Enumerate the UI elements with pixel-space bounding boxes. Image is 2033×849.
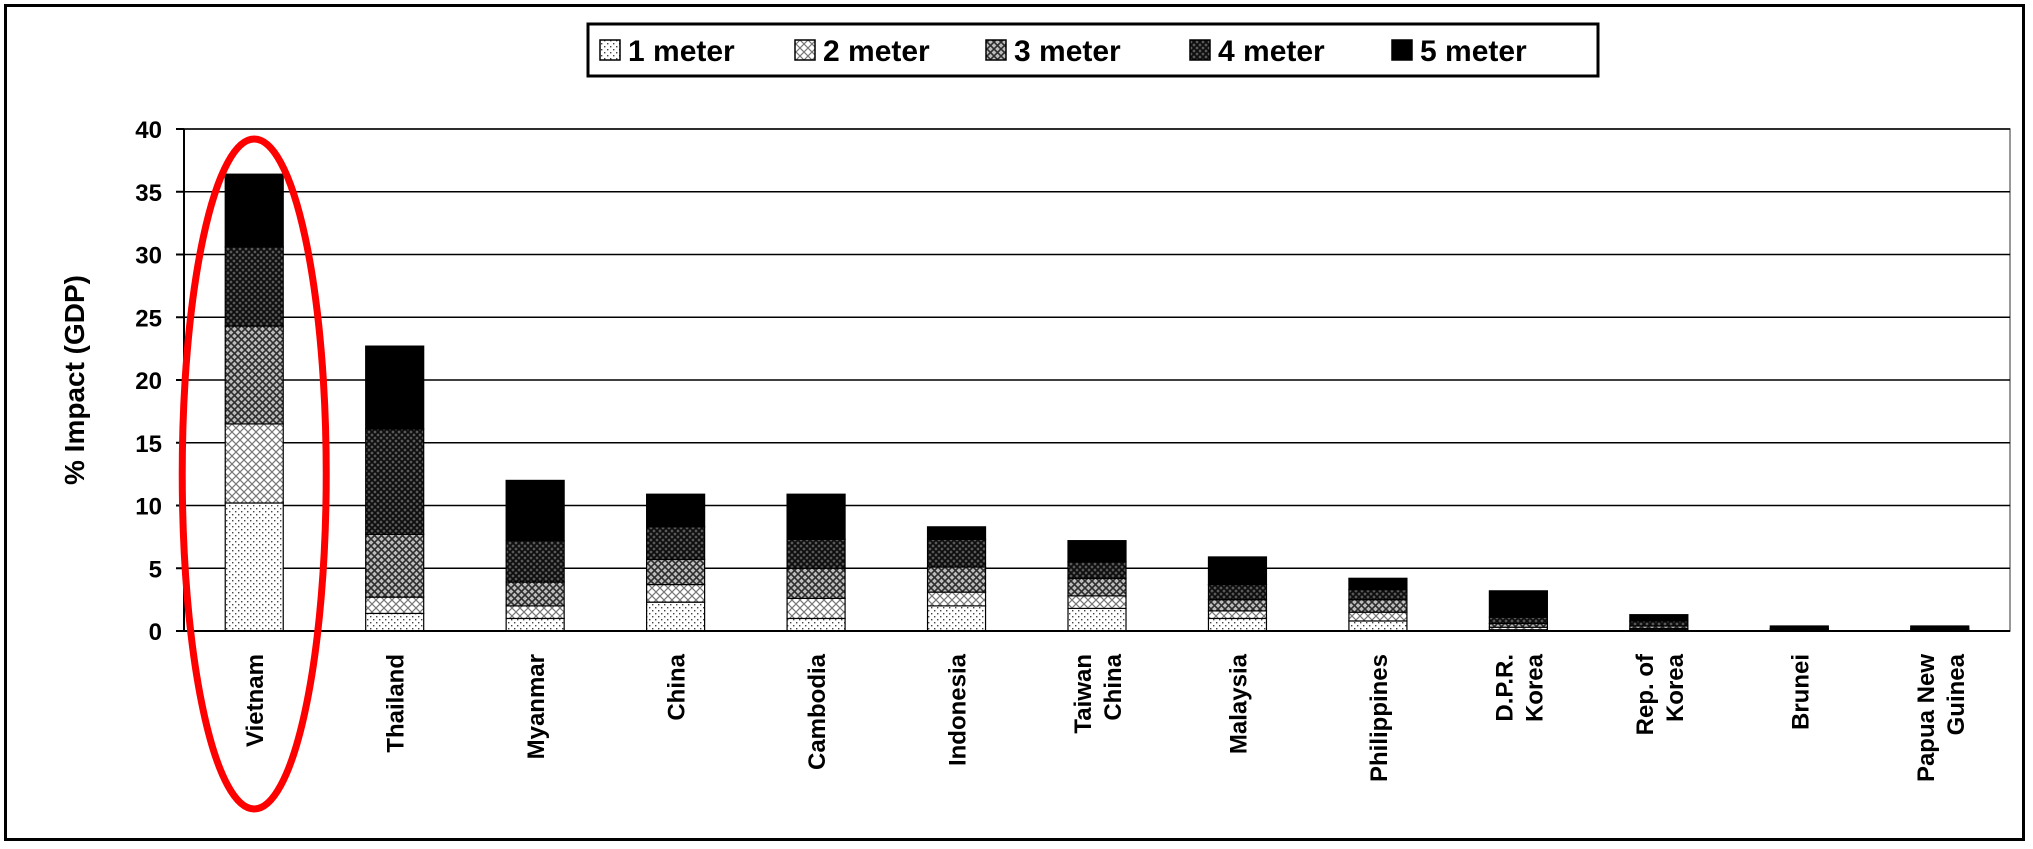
x-category-label: Malaysia <box>1225 653 1252 754</box>
bar-segment <box>1067 561 1127 579</box>
legend-box <box>586 22 1600 78</box>
bar-segment <box>365 596 425 615</box>
bar-segment <box>1207 610 1268 620</box>
y-tick-label: 0 <box>149 619 162 646</box>
bar-segment <box>926 566 987 593</box>
legend-label: 4 meter <box>1218 35 1325 68</box>
legend-swatch <box>794 39 816 61</box>
y-tick-label: 20 <box>135 368 162 395</box>
bar-segment <box>646 526 706 561</box>
bar-segment <box>786 538 846 569</box>
bar-segment <box>1488 616 1548 625</box>
x-category-label: Korea <box>1521 653 1548 722</box>
bar-segment <box>224 502 284 632</box>
legend: 1 meter 2 meter 3 meter 4 meter 5 meter <box>599 35 1527 68</box>
bar-segment <box>926 526 987 540</box>
bar-segment <box>1067 577 1127 597</box>
bar-segment <box>1629 614 1689 622</box>
bar-segment <box>926 605 987 632</box>
bar-segment <box>786 567 846 599</box>
bar-segment <box>365 345 425 430</box>
gridlines <box>184 128 2010 570</box>
bar-segment <box>1348 611 1408 622</box>
x-category-label: China <box>1100 653 1127 720</box>
x-category-label: Cambodia <box>804 653 831 770</box>
bar-segment <box>786 597 846 620</box>
bar-segment <box>926 591 987 607</box>
highlight-ellipse <box>178 135 330 813</box>
x-category-label: Indonesia <box>945 653 972 766</box>
bar-segment <box>1207 599 1268 612</box>
bar-segment <box>224 423 284 504</box>
bar-segment <box>1348 620 1408 632</box>
bar-segment <box>646 583 706 603</box>
bar-segment <box>365 612 425 632</box>
bar-segment <box>505 540 565 583</box>
bar-segment <box>786 617 846 632</box>
y-tick-label: 15 <box>135 431 162 458</box>
legend-swatch <box>985 39 1007 61</box>
bar-segment <box>365 533 425 598</box>
y-tick-label: 35 <box>135 180 162 207</box>
bar-segment <box>1769 625 1829 630</box>
y-tick-label: 30 <box>135 243 162 270</box>
bar-segment <box>1488 590 1548 618</box>
y-tick-label: 10 <box>135 494 162 521</box>
x-category-label: Brunei <box>1787 654 1814 730</box>
bar-segment <box>1629 620 1689 627</box>
bar-segment <box>224 173 284 248</box>
bar-segment <box>505 605 565 620</box>
x-category-label: Korea <box>1662 653 1689 722</box>
y-tick-label: 5 <box>149 556 162 583</box>
legend-label: 2 meter <box>823 35 930 68</box>
bar-segment <box>505 581 565 607</box>
x-category-label: D.P.R. <box>1491 654 1518 722</box>
bar-segment <box>1910 625 1970 630</box>
bar-segment <box>1348 577 1408 591</box>
legend-label: 5 meter <box>1420 35 1527 68</box>
x-category-label: Myanmar <box>523 654 550 759</box>
bar-segment <box>1067 540 1127 563</box>
bar-segment <box>926 538 987 568</box>
x-axis-categories: Vietnam Thailand Myanmar China Cambodia Indon… <box>242 653 1970 782</box>
bar-segment <box>224 246 284 327</box>
legend-swatch <box>1391 39 1413 61</box>
bar-segment <box>1067 607 1127 632</box>
bar-segment <box>1348 588 1408 601</box>
bar-segment <box>1207 583 1268 601</box>
bar-segment <box>505 617 565 632</box>
y-axis-ticks: 0 5 10 15 20 25 30 35 40 <box>135 117 184 646</box>
bar-segment <box>646 558 706 586</box>
bar-segment <box>365 428 425 535</box>
x-category-label: Rep. of <box>1632 653 1659 735</box>
x-category-label: Vietnam <box>242 654 269 747</box>
bar-segment <box>224 325 284 425</box>
x-category-label: Taiwan <box>1070 654 1097 734</box>
legend-label: 3 meter <box>1014 35 1121 68</box>
bar-segment <box>505 479 565 542</box>
bar-segment <box>786 493 846 540</box>
legend-swatch <box>1189 39 1211 61</box>
bar-segment <box>1207 556 1268 586</box>
x-category-label: China <box>664 653 691 720</box>
bar-segment <box>1207 617 1268 632</box>
legend-swatch <box>599 39 621 61</box>
bar-segment <box>646 601 706 632</box>
y-tick-label: 25 <box>135 305 162 332</box>
y-tick-label: 40 <box>135 117 162 144</box>
x-category-label: Guinea <box>1943 653 1970 735</box>
x-category-label: Thailand <box>383 654 410 753</box>
y-axis-title: % Impact (GDP) <box>59 275 90 485</box>
x-category-label: Philippines <box>1366 654 1393 782</box>
bar-segment <box>646 493 706 528</box>
bar-segment <box>1067 595 1127 610</box>
bar-segment <box>1348 599 1408 613</box>
bars <box>224 173 1970 632</box>
x-category-label: Papua New <box>1913 654 1940 782</box>
legend-label: 1 meter <box>628 35 735 68</box>
